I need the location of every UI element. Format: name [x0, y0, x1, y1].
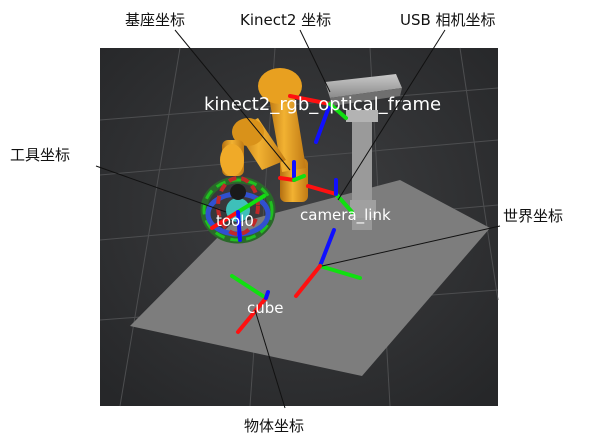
kinect2-sensor-base — [330, 88, 402, 106]
world-frame-callout: 世界坐标 — [503, 207, 563, 225]
kinect2-frame-axes — [288, 94, 348, 144]
kinect2-sensor — [325, 74, 402, 98]
camera-link-frame-label: camera_link — [300, 206, 391, 225]
usb-camera-frame-callout: USB 相机坐标 — [400, 11, 496, 29]
callout-leaders — [95, 29, 501, 409]
world-frame-axes — [294, 228, 362, 298]
kinect2-frame-label: kinect2_rgb_optical_frame — [204, 94, 441, 115]
cube-frame-axes — [230, 274, 270, 334]
camera-link-axes — [306, 178, 354, 214]
tool-frame-axes — [210, 194, 266, 242]
tool-frame-callout: 工具坐标 — [10, 146, 70, 164]
cube-frame-label: cube — [247, 299, 284, 317]
base-frame-callout: 基座坐标 — [125, 11, 185, 29]
usb-camera-body — [350, 200, 376, 218]
camera-stand-top — [346, 110, 378, 122]
object-frame-callout: 物体坐标 — [244, 417, 304, 435]
base-frame-axes — [278, 160, 306, 182]
robot-arm — [220, 68, 308, 202]
kinect2-frame-callout: Kinect2 坐标 — [240, 11, 331, 29]
tool0-frame-label: tool0 — [216, 212, 254, 230]
